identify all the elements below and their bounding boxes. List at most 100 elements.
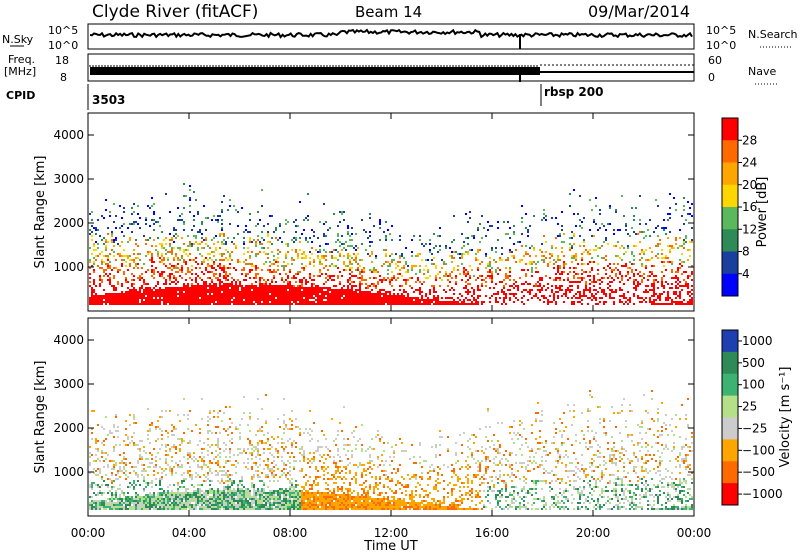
data-cell (373, 285, 375, 287)
data-cell (611, 297, 613, 299)
data-cell (177, 281, 179, 283)
data-cell (113, 251, 115, 253)
data-cell (413, 297, 415, 299)
data-cell (145, 504, 147, 506)
data-cell (171, 434, 173, 436)
data-cell (637, 295, 639, 297)
data-cell (609, 281, 611, 283)
data-cell (147, 293, 149, 295)
data-cell (193, 299, 195, 301)
data-cell (659, 295, 661, 297)
data-cell (595, 249, 597, 251)
data-cell (217, 277, 219, 279)
data-cell (339, 295, 341, 297)
data-cell (131, 502, 133, 504)
data-cell (609, 207, 611, 209)
data-cell (453, 267, 455, 269)
data-cell (249, 219, 251, 221)
data-cell (597, 291, 599, 293)
data-cell (165, 450, 167, 452)
data-cell (211, 287, 213, 289)
data-cell (597, 247, 599, 249)
data-cell (445, 303, 447, 305)
data-cell (343, 269, 345, 271)
data-cell (213, 243, 215, 245)
data-cell (295, 231, 297, 233)
data-cell (295, 249, 297, 251)
data-cell (481, 279, 483, 281)
data-cell (527, 235, 529, 237)
data-cell (347, 289, 349, 291)
data-cell (173, 508, 175, 510)
data-cell (381, 297, 383, 299)
data-cell (351, 291, 353, 293)
data-cell (367, 237, 369, 239)
data-cell (385, 293, 387, 295)
data-cell (133, 303, 135, 305)
data-cell (139, 456, 141, 458)
data-cell (365, 291, 367, 293)
data-cell (405, 291, 407, 293)
data-cell (385, 239, 387, 241)
data-cell (629, 267, 631, 269)
data-cell (667, 299, 669, 301)
data-cell (177, 492, 179, 494)
data-cell (225, 295, 227, 297)
data-cell (161, 289, 163, 291)
data-cell (103, 480, 105, 482)
data-cell (221, 293, 223, 295)
data-cell (207, 494, 209, 496)
data-cell (185, 299, 187, 301)
data-cell (197, 464, 199, 466)
data-cell (159, 506, 161, 508)
data-cell (619, 299, 621, 301)
data-cell (467, 253, 469, 255)
data-cell (191, 297, 193, 299)
data-cell (185, 498, 187, 500)
data-cell (89, 496, 91, 498)
data-cell (191, 245, 193, 247)
data-cell (405, 271, 407, 273)
data-cell (305, 279, 307, 281)
data-cell (263, 299, 265, 301)
data-cell (509, 285, 511, 287)
data-cell (131, 285, 133, 287)
data-cell (543, 297, 545, 299)
data-cell (149, 430, 151, 432)
data-cell (279, 251, 281, 253)
data-cell (209, 271, 211, 273)
data-cell (663, 227, 665, 229)
data-cell (623, 215, 625, 217)
data-cell (367, 293, 369, 295)
data-cell (351, 263, 353, 265)
data-cell (285, 295, 287, 297)
data-cell (367, 303, 369, 305)
data-cell (619, 287, 621, 289)
data-cell (427, 299, 429, 301)
data-cell (177, 494, 179, 496)
data-cell (205, 229, 207, 231)
data-cell (191, 279, 193, 281)
data-cell (557, 223, 559, 225)
data-cell (399, 261, 401, 263)
data-cell (325, 291, 327, 293)
data-cell (675, 293, 677, 295)
data-cell (131, 440, 133, 442)
data-cell (561, 241, 563, 243)
data-cell (253, 303, 255, 305)
data-cell (619, 301, 621, 303)
data-cell (171, 251, 173, 253)
data-cell (109, 297, 111, 299)
data-cell (377, 295, 379, 297)
data-cell (297, 255, 299, 257)
data-cell (121, 297, 123, 299)
data-cell (601, 281, 603, 283)
data-cell (133, 432, 135, 434)
data-cell (591, 257, 593, 259)
data-cell (337, 267, 339, 269)
data-cell (109, 293, 111, 295)
data-cell (163, 263, 165, 265)
data-cell (339, 283, 341, 285)
data-cell (159, 482, 161, 484)
data-cell (249, 285, 251, 287)
